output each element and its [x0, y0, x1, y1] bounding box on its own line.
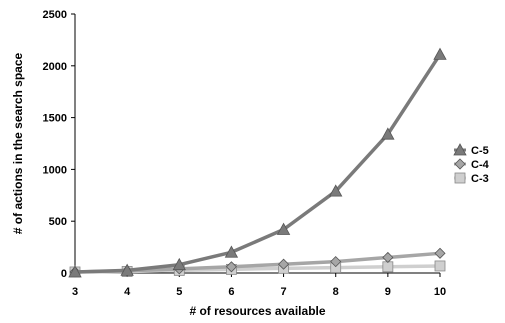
x-tick-label: 9	[385, 286, 391, 298]
data-point-c4	[330, 256, 342, 268]
legend-marker-c3	[454, 172, 466, 184]
legend-label-c4: C-4	[471, 159, 490, 171]
x-tick-label: 3	[72, 286, 78, 298]
data-point-c3	[434, 260, 446, 272]
data-point-c5	[433, 47, 447, 60]
x-tick-label: 10	[434, 286, 446, 298]
y-axis-label: # of actions in the search space	[11, 52, 25, 234]
x-tick-label: 8	[333, 286, 339, 298]
legend-marker-c4	[454, 158, 466, 170]
y-tick-label: 2500	[43, 9, 67, 21]
data-point-c5	[329, 184, 343, 197]
x-tick-label: 4	[124, 286, 131, 298]
data-point-c4	[278, 258, 290, 270]
data-point-c4	[382, 251, 394, 264]
x-axis-label: # of resources available	[189, 304, 325, 318]
y-tick-label: 0	[61, 268, 67, 280]
y-tick-label: 1500	[43, 113, 67, 125]
legend-item-c4: C-4	[454, 158, 490, 171]
legend-label-c5: C-5	[471, 145, 489, 157]
series-c5	[68, 47, 447, 278]
data-point-c3	[382, 261, 394, 273]
legend-label-c3: C-3	[471, 173, 489, 185]
series-group	[68, 47, 447, 278]
legend-marker-c5	[453, 143, 467, 156]
data-point-c5	[276, 222, 291, 235]
legend-item-c3: C-3	[454, 172, 489, 185]
y-tick-label: 1000	[43, 164, 67, 176]
x-tick-label: 5	[176, 286, 182, 298]
data-point-c5	[381, 127, 395, 140]
series-line-c5	[74, 53, 442, 274]
data-point-c4	[225, 261, 237, 273]
data-point-c4	[434, 247, 446, 259]
legend: C-5 C-4 C-3	[453, 143, 490, 185]
y-tick-labels: 0 500 1000 1500 2000 2500	[43, 9, 75, 280]
data-point-c5	[120, 263, 134, 276]
data-point-c5	[224, 245, 239, 258]
x-tick-label: 6	[228, 286, 234, 298]
y-tick-label: 500	[49, 216, 67, 228]
x-tick-label: 7	[281, 286, 287, 298]
y-tick-label: 2000	[43, 61, 67, 73]
data-point-c5	[68, 265, 82, 278]
legend-item-c5: C-5	[453, 143, 489, 157]
data-point-c5	[172, 257, 186, 271]
axes	[74, 14, 440, 274]
